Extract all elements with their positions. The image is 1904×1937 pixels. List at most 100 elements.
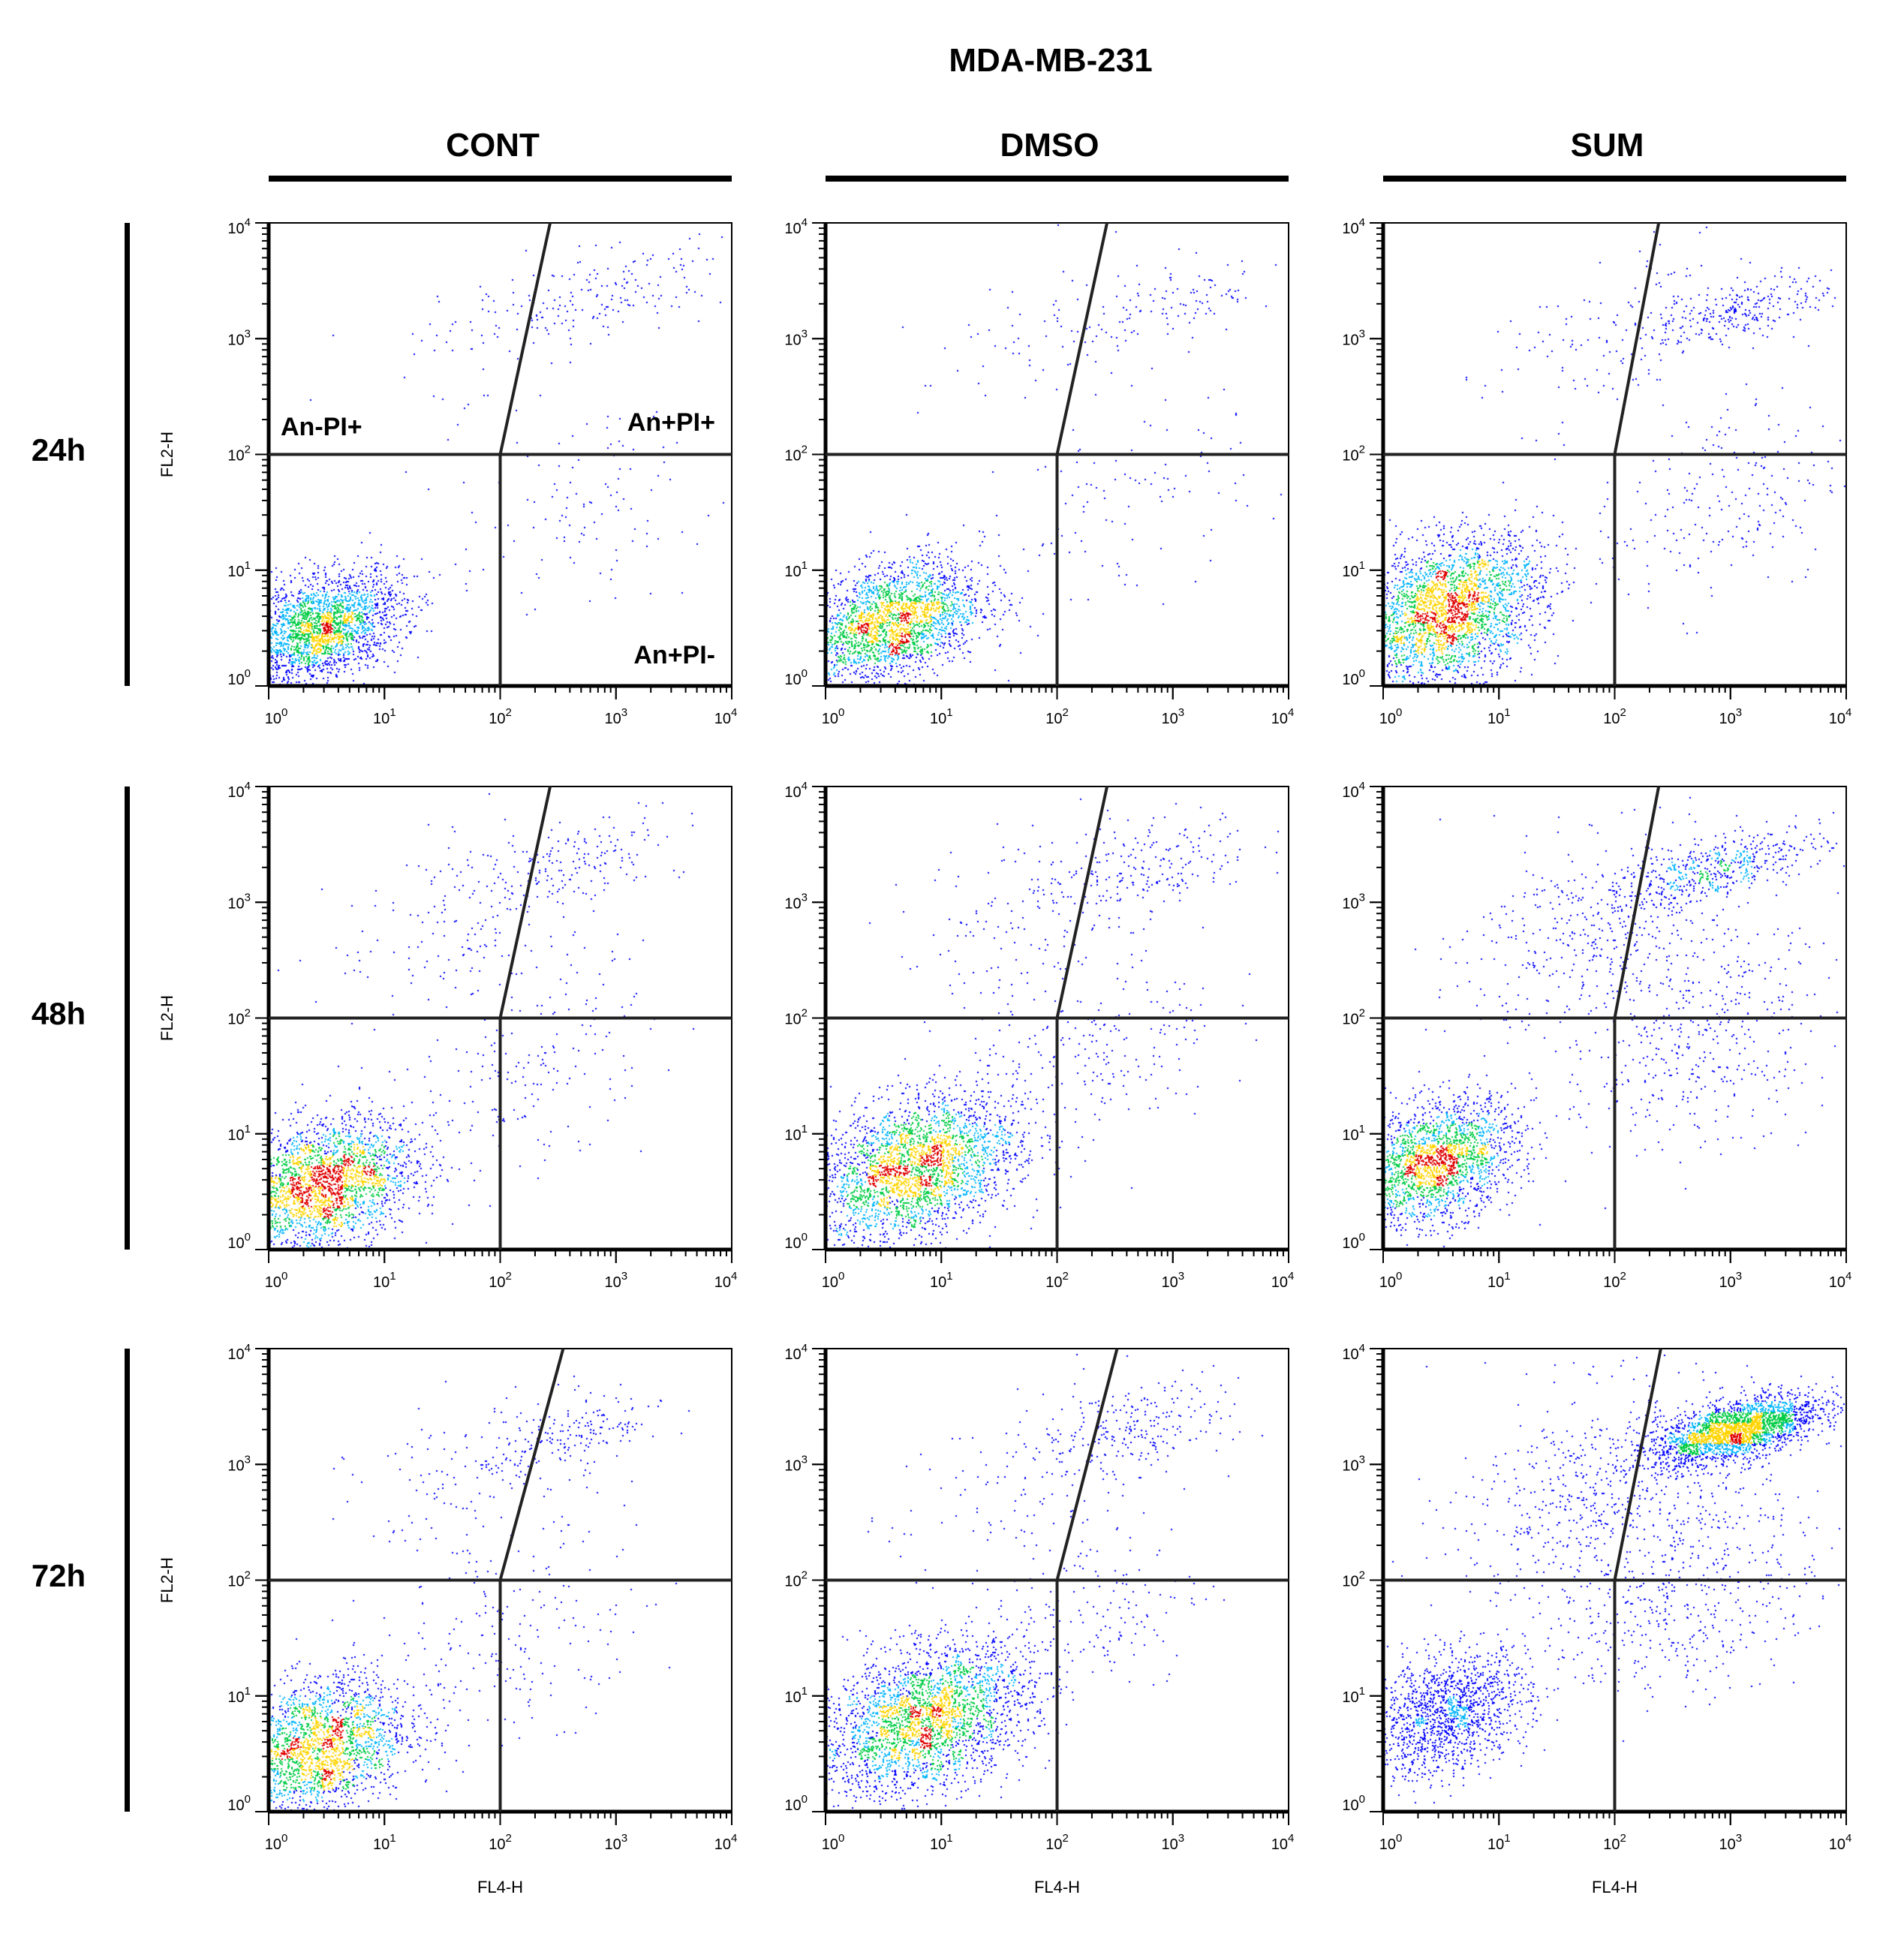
x-tick-label: 104	[1829, 1270, 1852, 1291]
x-axis-title: FL4-H	[477, 1878, 523, 1896]
gate-diagonal	[1055, 786, 1108, 1018]
y-tick-label: 102	[227, 1569, 251, 1590]
column-header-bar	[1383, 176, 1846, 182]
x-tick-label: 102	[489, 1832, 512, 1853]
x-tick-label: 102	[1603, 706, 1626, 727]
scatter-panel: 100 100 101 101 102 102 103 103 104 104 FL2-H An-PI…	[158, 216, 737, 727]
gate-diagonal	[498, 786, 552, 1018]
x-tick-label: 104	[714, 1270, 738, 1291]
y-tick-label: 102	[784, 444, 808, 465]
x-tick-label: 103	[1719, 1270, 1742, 1291]
gate-diagonal	[498, 222, 552, 455]
row-header: 24h	[32, 432, 86, 468]
row-header-bar	[125, 787, 130, 1250]
y-tick-label: 101	[1342, 559, 1365, 580]
gate-diagonal	[1613, 222, 1661, 455]
y-tick-label: 103	[784, 891, 808, 912]
x-tick-label: 102	[1045, 1270, 1069, 1291]
y-tick-label: 101	[784, 1685, 808, 1706]
x-tick-label: 101	[1487, 706, 1511, 727]
x-tick-label: 101	[373, 1270, 396, 1291]
x-tick-label: 100	[265, 706, 288, 727]
y-tick-label: 103	[1342, 327, 1365, 348]
y-axis-title: FL2-H	[158, 432, 176, 477]
row-header-bar	[125, 1349, 130, 1812]
y-tick-label: 100	[1342, 1231, 1365, 1252]
y-tick-label: 101	[784, 1123, 808, 1144]
x-tick-label: 104	[1271, 1270, 1295, 1291]
x-tick-label: 103	[1161, 706, 1184, 727]
scatter-panel: 100 100 101 101 102 102 103 103 104 104 FL4-H	[784, 1342, 1294, 1896]
x-tick-label: 102	[1045, 706, 1069, 727]
x-tick-label: 103	[604, 706, 627, 727]
gate-diagonal	[1613, 786, 1661, 1018]
y-tick-label: 101	[784, 559, 808, 580]
y-tick-label: 100	[784, 1793, 808, 1814]
gate-diagonal	[1055, 222, 1108, 455]
x-tick-label: 102	[489, 706, 512, 727]
x-tick-label: 104	[1829, 706, 1852, 727]
y-tick-label: 100	[784, 1231, 808, 1252]
x-tick-label: 104	[714, 706, 738, 727]
figure-title: MDA-MB-231	[949, 42, 1152, 79]
x-tick-label: 100	[822, 1270, 845, 1291]
y-tick-label: 104	[784, 216, 808, 237]
x-tick-label: 104	[1829, 1832, 1852, 1853]
x-tick-label: 103	[604, 1270, 627, 1291]
y-axis-title: FL2-H	[158, 995, 176, 1041]
x-tick-label: 100	[265, 1832, 288, 1853]
y-tick-label: 100	[227, 1793, 251, 1814]
scatter-panel: 100 100 101 101 102 102 103 103 104 104 FL2-H FL4-H	[158, 1342, 737, 1896]
x-tick-label: 101	[1487, 1270, 1511, 1291]
y-tick-label: 101	[227, 1123, 251, 1144]
column-headers: CONT DMSO SUM	[269, 127, 1846, 182]
x-tick-label: 101	[930, 1832, 953, 1853]
column-header-bar	[269, 176, 732, 182]
y-tick-label: 100	[784, 667, 808, 688]
y-tick-label: 103	[784, 327, 808, 348]
y-tick-label: 103	[227, 891, 251, 912]
column-header-bar	[826, 176, 1289, 182]
x-tick-label: 100	[1379, 1270, 1403, 1291]
y-tick-label: 102	[1342, 444, 1365, 465]
x-axis-title: FL4-H	[1592, 1878, 1638, 1896]
y-tick-label: 104	[227, 216, 251, 237]
scatter-panel: 100 100 101 101 102 102 103 103 104 104 FL4-H	[1342, 1342, 1851, 1896]
y-tick-label: 101	[1342, 1123, 1365, 1144]
scatter-panel: 100 100 101 101 102 102 103 103 104 104	[1342, 216, 1851, 727]
x-axis-title: FL4-H	[1034, 1878, 1080, 1896]
x-tick-label: 101	[373, 1832, 396, 1853]
y-axis-title: FL2-H	[158, 1557, 176, 1603]
column-header: CONT	[446, 127, 540, 164]
row-headers: 24h 48h 72h	[32, 223, 130, 1812]
y-tick-label: 100	[1342, 667, 1365, 688]
x-tick-label: 102	[1603, 1832, 1626, 1853]
quadrant-label-upper-left: An-PI+	[281, 413, 362, 441]
scatter-panels: 100 100 101 101 102 102 103 103 104 104 FL2-H An-PI…	[158, 216, 1851, 1896]
y-tick-label: 102	[1342, 1007, 1365, 1028]
y-tick-label: 102	[784, 1007, 808, 1028]
y-tick-label: 100	[1342, 1793, 1365, 1814]
y-tick-label: 100	[227, 667, 251, 688]
y-tick-label: 102	[227, 1007, 251, 1028]
x-tick-label: 101	[373, 706, 396, 727]
x-tick-label: 103	[604, 1832, 627, 1853]
y-tick-label: 104	[227, 1342, 251, 1363]
y-tick-label: 104	[1342, 1342, 1365, 1363]
x-tick-label: 101	[930, 1270, 953, 1291]
scatter-panel: 100 100 101 101 102 102 103 103 104 104	[784, 216, 1294, 727]
x-tick-label: 102	[1603, 1270, 1626, 1291]
y-tick-label: 104	[1342, 780, 1365, 801]
y-tick-label: 101	[1342, 1685, 1365, 1706]
y-tick-label: 101	[227, 559, 251, 580]
y-tick-label: 103	[784, 1453, 808, 1474]
column-header: DMSO	[1000, 127, 1099, 164]
scatter-panel: 100 100 101 101 102 102 103 103 104 104	[1342, 780, 1851, 1291]
x-tick-label: 103	[1161, 1832, 1184, 1853]
x-tick-label: 104	[714, 1832, 738, 1853]
x-tick-label: 100	[1379, 706, 1403, 727]
x-tick-label: 100	[822, 706, 845, 727]
x-tick-label: 102	[489, 1270, 512, 1291]
y-tick-label: 102	[784, 1569, 808, 1590]
